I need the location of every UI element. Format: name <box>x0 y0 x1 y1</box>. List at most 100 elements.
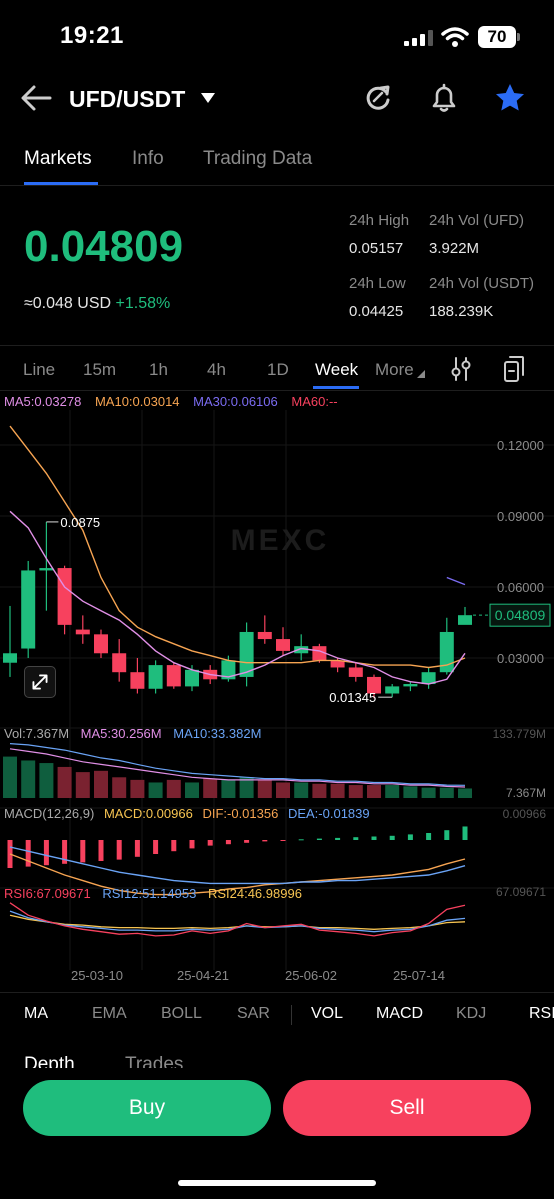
macd-histogram-bar <box>426 833 432 840</box>
ind-vol[interactable]: VOL <box>311 1005 344 1022</box>
legend-ma10: MA10:0.03014 <box>94 394 180 409</box>
legend-ma5: MA5:0.03278 <box>4 394 82 409</box>
tf-4h[interactable]: 4h <box>207 360 226 379</box>
back-arrow-icon[interactable] <box>20 84 52 112</box>
volume-bar <box>367 785 381 798</box>
stat-vol-ufd-label: 24h Vol (UFD) <box>429 212 525 229</box>
kline-chart[interactable]: 0.12000 0.09000 0.06000 0.03000 MEXC 0.04809 0… <box>0 410 554 990</box>
tf-more[interactable]: More <box>375 360 414 379</box>
macd-histogram-bar <box>298 839 304 841</box>
candle-body <box>148 665 163 689</box>
bell-icon[interactable] <box>430 83 458 113</box>
legend-dea: DEA:-0.01839 <box>287 806 370 821</box>
candle-body <box>166 665 181 687</box>
candle-body <box>421 672 436 685</box>
volume-bar <box>276 782 290 798</box>
volume-bar <box>312 783 327 798</box>
macd-histogram-bar <box>225 840 231 845</box>
stat-vol-ufd: 3.922M <box>429 240 480 257</box>
ind-kdj[interactable]: KDJ <box>456 1005 487 1022</box>
macd-histogram-bar <box>134 840 140 857</box>
candle-body <box>130 672 145 689</box>
max-price-label: 0.0875 <box>60 515 100 530</box>
candle-body <box>75 629 90 635</box>
ma10-line <box>9 425 466 669</box>
ind-ma[interactable]: MA <box>24 1005 48 1022</box>
buy-button[interactable]: Buy <box>23 1080 271 1136</box>
chevron-down-icon[interactable] <box>200 92 216 104</box>
tab-markets[interactable]: Markets <box>24 148 92 169</box>
active-tab-indicator <box>24 182 98 185</box>
last-price: 0.04809 <box>24 222 184 271</box>
ind-rsi[interactable]: RSI <box>529 1005 554 1022</box>
volume-bar <box>94 770 108 798</box>
tf-1h[interactable]: 1h <box>149 360 168 379</box>
tf-1d[interactable]: 1D <box>267 360 289 379</box>
macd-histogram-bar <box>244 840 250 843</box>
candle-body <box>312 646 327 661</box>
candle-body <box>257 631 272 640</box>
macd-histogram-bar <box>444 830 450 840</box>
ind-boll[interactable]: BOLL <box>161 1005 202 1022</box>
volume-bar <box>148 782 163 798</box>
indicator-bar: MA EMA BOLL SAR VOL MACD KDJ RSI <box>0 992 554 1036</box>
stat-vol-usdt: 188.239K <box>429 303 494 320</box>
volume-bar <box>221 779 236 798</box>
volume-bar <box>385 785 400 798</box>
main-tabs: Markets Info Trading Data <box>0 138 554 186</box>
macd-histogram-bar <box>98 840 104 861</box>
ind-ema[interactable]: EMA <box>92 1005 127 1022</box>
macd-histogram-bar <box>335 837 341 840</box>
chart-settings-icon[interactable] <box>450 356 472 382</box>
indicator-divider <box>291 1005 292 1025</box>
candle-body <box>403 684 418 687</box>
volume-bar <box>21 760 36 798</box>
tf-15m[interactable]: 15m <box>83 360 117 379</box>
candle-body <box>185 669 199 687</box>
timeframe-bar: Line 15m 1h 4h 1D Week More <box>0 345 554 391</box>
macd-histogram-bar <box>262 840 268 842</box>
volume-bar <box>348 785 363 798</box>
ind-macd[interactable]: MACD <box>376 1005 424 1022</box>
favorite-star-icon[interactable] <box>494 82 526 114</box>
macd-dif-line <box>9 853 466 896</box>
status-time: 19:21 <box>60 22 124 49</box>
legend-ma60: MA60:-- <box>291 394 338 409</box>
volume-bar <box>39 763 54 798</box>
candle-body <box>112 653 127 673</box>
vol-ma10-line <box>9 743 466 786</box>
macd-histogram-bar <box>371 836 377 840</box>
tab-depth[interactable]: Depth <box>24 1054 75 1072</box>
volume-bar <box>439 787 454 798</box>
volume-bar <box>403 786 418 798</box>
cellular-signal-icon <box>404 30 433 46</box>
tab-trades[interactable]: Trades <box>125 1054 184 1072</box>
macd-histogram-bar <box>207 840 213 846</box>
vol-axis-last: 7.367M <box>506 786 546 800</box>
tab-info[interactable]: Info <box>132 148 164 169</box>
macd-histogram-bar <box>25 840 31 867</box>
y-tick-label: 0.03000 <box>497 651 544 666</box>
approx-value: ≈0.048 <box>24 295 73 312</box>
fullscreen-expand-icon[interactable] <box>24 666 56 698</box>
tf-line[interactable]: Line <box>23 360 56 379</box>
x-tick-label: 25-06-02 <box>285 968 337 983</box>
volume-bar <box>3 756 17 798</box>
ind-sar[interactable]: SAR <box>237 1005 270 1022</box>
macd-histogram-bar <box>171 840 177 852</box>
macd-histogram-bar <box>43 840 49 866</box>
wifi-icon <box>441 27 469 47</box>
tab-trading-data[interactable]: Trading Data <box>203 148 313 169</box>
sell-button[interactable]: Sell <box>283 1080 531 1136</box>
pair-title[interactable]: UFD/USDT <box>69 86 186 112</box>
volume-bar <box>294 782 309 798</box>
vol-legend: Vol:7.367M MA5:30.256M MA10:33.382M <box>4 726 269 741</box>
tf-week[interactable]: Week <box>315 360 359 379</box>
copy-icon[interactable] <box>503 355 525 383</box>
refresh-icon[interactable] <box>364 84 392 112</box>
legend-rsi6: RSI6:67.09671 <box>4 886 91 901</box>
x-tick-label: 25-03-10 <box>71 968 123 983</box>
last-price-tag-label: 0.04809 <box>495 607 546 623</box>
macd-histogram-bar <box>153 840 159 854</box>
approx-currency: USD <box>77 295 112 312</box>
